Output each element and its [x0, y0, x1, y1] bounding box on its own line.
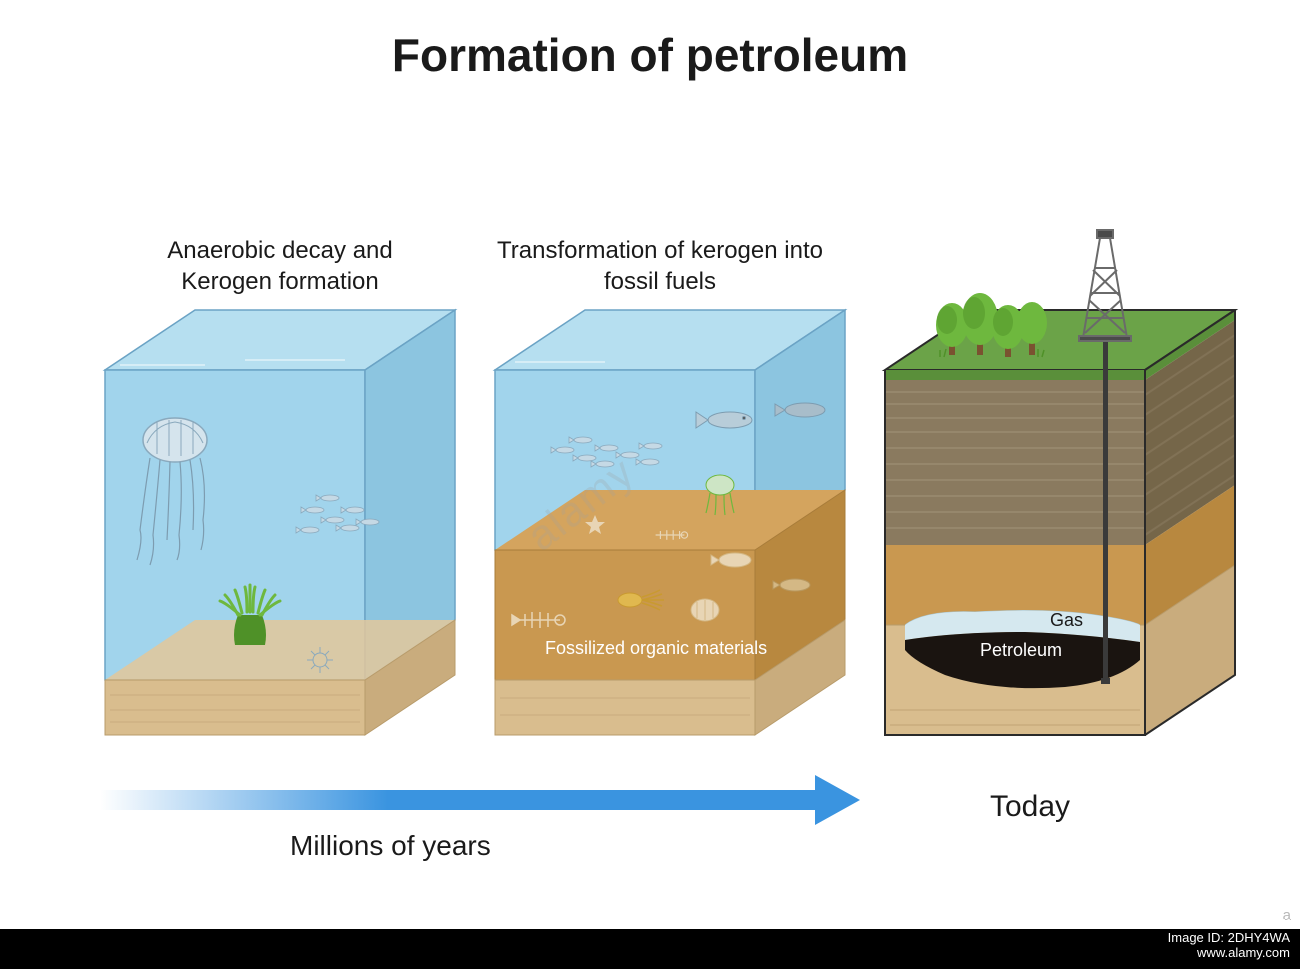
page-title: Formation of petroleum — [392, 28, 908, 82]
stage2-block: Fossilized organic materials — [495, 310, 845, 750]
petroleum-label: Petroleum — [980, 640, 1062, 661]
wm-line1: alamy — [1255, 914, 1290, 929]
shell-icon — [691, 599, 719, 621]
wm-line2: Image ID: 2DHY4WA — [1168, 930, 1290, 945]
gas-label: Gas — [1050, 610, 1083, 631]
stage3-block: Gas Petroleum — [885, 220, 1235, 760]
footer-bar — [0, 929, 1300, 969]
timeline-arrow — [100, 780, 860, 820]
stage2-caption: Transformation of kerogen into fossil fu… — [490, 235, 830, 297]
stage1-caption: Anaerobic decay and Kerogen formation — [130, 235, 430, 297]
stage1-block — [105, 310, 455, 750]
fossil-label: Fossilized organic materials — [545, 638, 767, 659]
timeline-label: Millions of years — [290, 830, 491, 862]
today-label: Today — [990, 790, 1070, 824]
watermark-text: alamy Image ID: 2DHY4WA www.alamy.com — [1168, 914, 1290, 961]
wm-line3: www.alamy.com — [1197, 945, 1290, 960]
